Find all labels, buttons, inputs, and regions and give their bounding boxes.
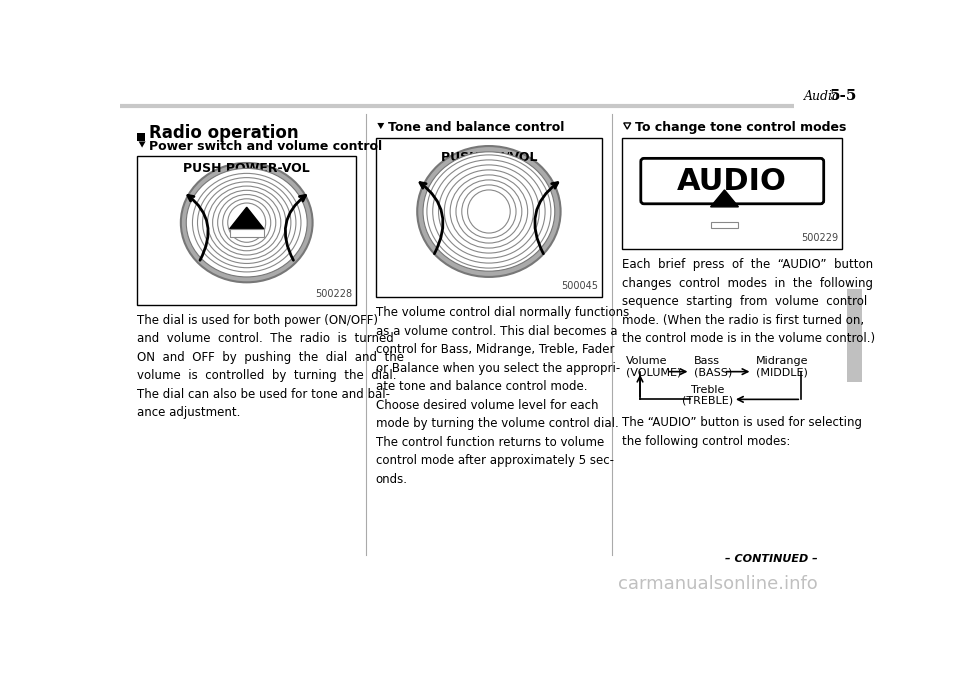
Polygon shape xyxy=(710,190,738,207)
Ellipse shape xyxy=(180,163,313,282)
Text: 500228: 500228 xyxy=(316,289,352,298)
Text: Bass: Bass xyxy=(694,356,720,366)
Ellipse shape xyxy=(456,180,522,243)
Polygon shape xyxy=(138,142,146,148)
Ellipse shape xyxy=(212,191,281,255)
Text: The “AUDIO” button is used for selecting
the following control modes:: The “AUDIO” button is used for selecting… xyxy=(622,416,862,447)
Text: PUSH POWER-VOL: PUSH POWER-VOL xyxy=(183,162,310,175)
Polygon shape xyxy=(624,123,631,129)
Text: To change tone control modes: To change tone control modes xyxy=(635,121,846,134)
Text: 5-5: 5-5 xyxy=(829,89,857,103)
Text: Power switch and volume control: Power switch and volume control xyxy=(150,140,383,153)
Ellipse shape xyxy=(186,168,307,277)
Ellipse shape xyxy=(444,170,534,253)
Ellipse shape xyxy=(450,175,528,248)
Ellipse shape xyxy=(468,190,510,233)
Ellipse shape xyxy=(433,160,545,263)
Ellipse shape xyxy=(198,178,296,268)
Text: (BASS): (BASS) xyxy=(694,367,732,377)
Text: (TREBLE): (TREBLE) xyxy=(682,395,733,405)
Text: Treble: Treble xyxy=(691,384,724,395)
Text: PUSH ON/VOL: PUSH ON/VOL xyxy=(441,151,538,163)
Text: Audio: Audio xyxy=(804,90,840,103)
Text: AUDIO: AUDIO xyxy=(678,167,787,195)
Ellipse shape xyxy=(228,203,266,242)
Polygon shape xyxy=(229,207,264,228)
Ellipse shape xyxy=(218,195,276,251)
Ellipse shape xyxy=(223,199,271,247)
Text: 500045: 500045 xyxy=(562,281,598,291)
Bar xyxy=(137,133,145,140)
FancyBboxPatch shape xyxy=(641,159,824,204)
Bar xyxy=(622,138,842,250)
Bar xyxy=(137,156,356,304)
Ellipse shape xyxy=(462,185,516,238)
Bar xyxy=(229,228,264,237)
Text: Midrange: Midrange xyxy=(756,356,808,366)
Bar xyxy=(847,290,862,382)
Text: (MIDDLE): (MIDDLE) xyxy=(756,367,808,377)
Bar xyxy=(710,222,738,228)
Ellipse shape xyxy=(418,146,561,277)
Bar xyxy=(375,138,602,297)
Text: The volume control dial normally functions
as a volume control. This dial become: The volume control dial normally functio… xyxy=(375,306,629,485)
Text: Volume: Volume xyxy=(626,356,667,366)
Ellipse shape xyxy=(439,165,540,258)
Text: Each  brief  press  of  the  “AUDIO”  button
changes  control  modes  in  the  f: Each brief press of the “AUDIO” button c… xyxy=(622,258,876,346)
Text: (VOLUME): (VOLUME) xyxy=(626,367,682,377)
Polygon shape xyxy=(377,123,384,129)
Ellipse shape xyxy=(207,186,286,259)
Text: Radio operation: Radio operation xyxy=(150,124,300,142)
Text: 500229: 500229 xyxy=(802,233,838,243)
Text: carmanualsonline.info: carmanualsonline.info xyxy=(617,575,818,593)
Text: – CONTINUED –: – CONTINUED – xyxy=(725,554,818,564)
Text: The dial is used for both power (ON/OFF)
and  volume  control.  The  radio  is  : The dial is used for both power (ON/OFF)… xyxy=(137,314,404,420)
Text: Tone and balance control: Tone and balance control xyxy=(388,121,564,134)
Ellipse shape xyxy=(423,152,555,271)
Ellipse shape xyxy=(203,182,291,264)
